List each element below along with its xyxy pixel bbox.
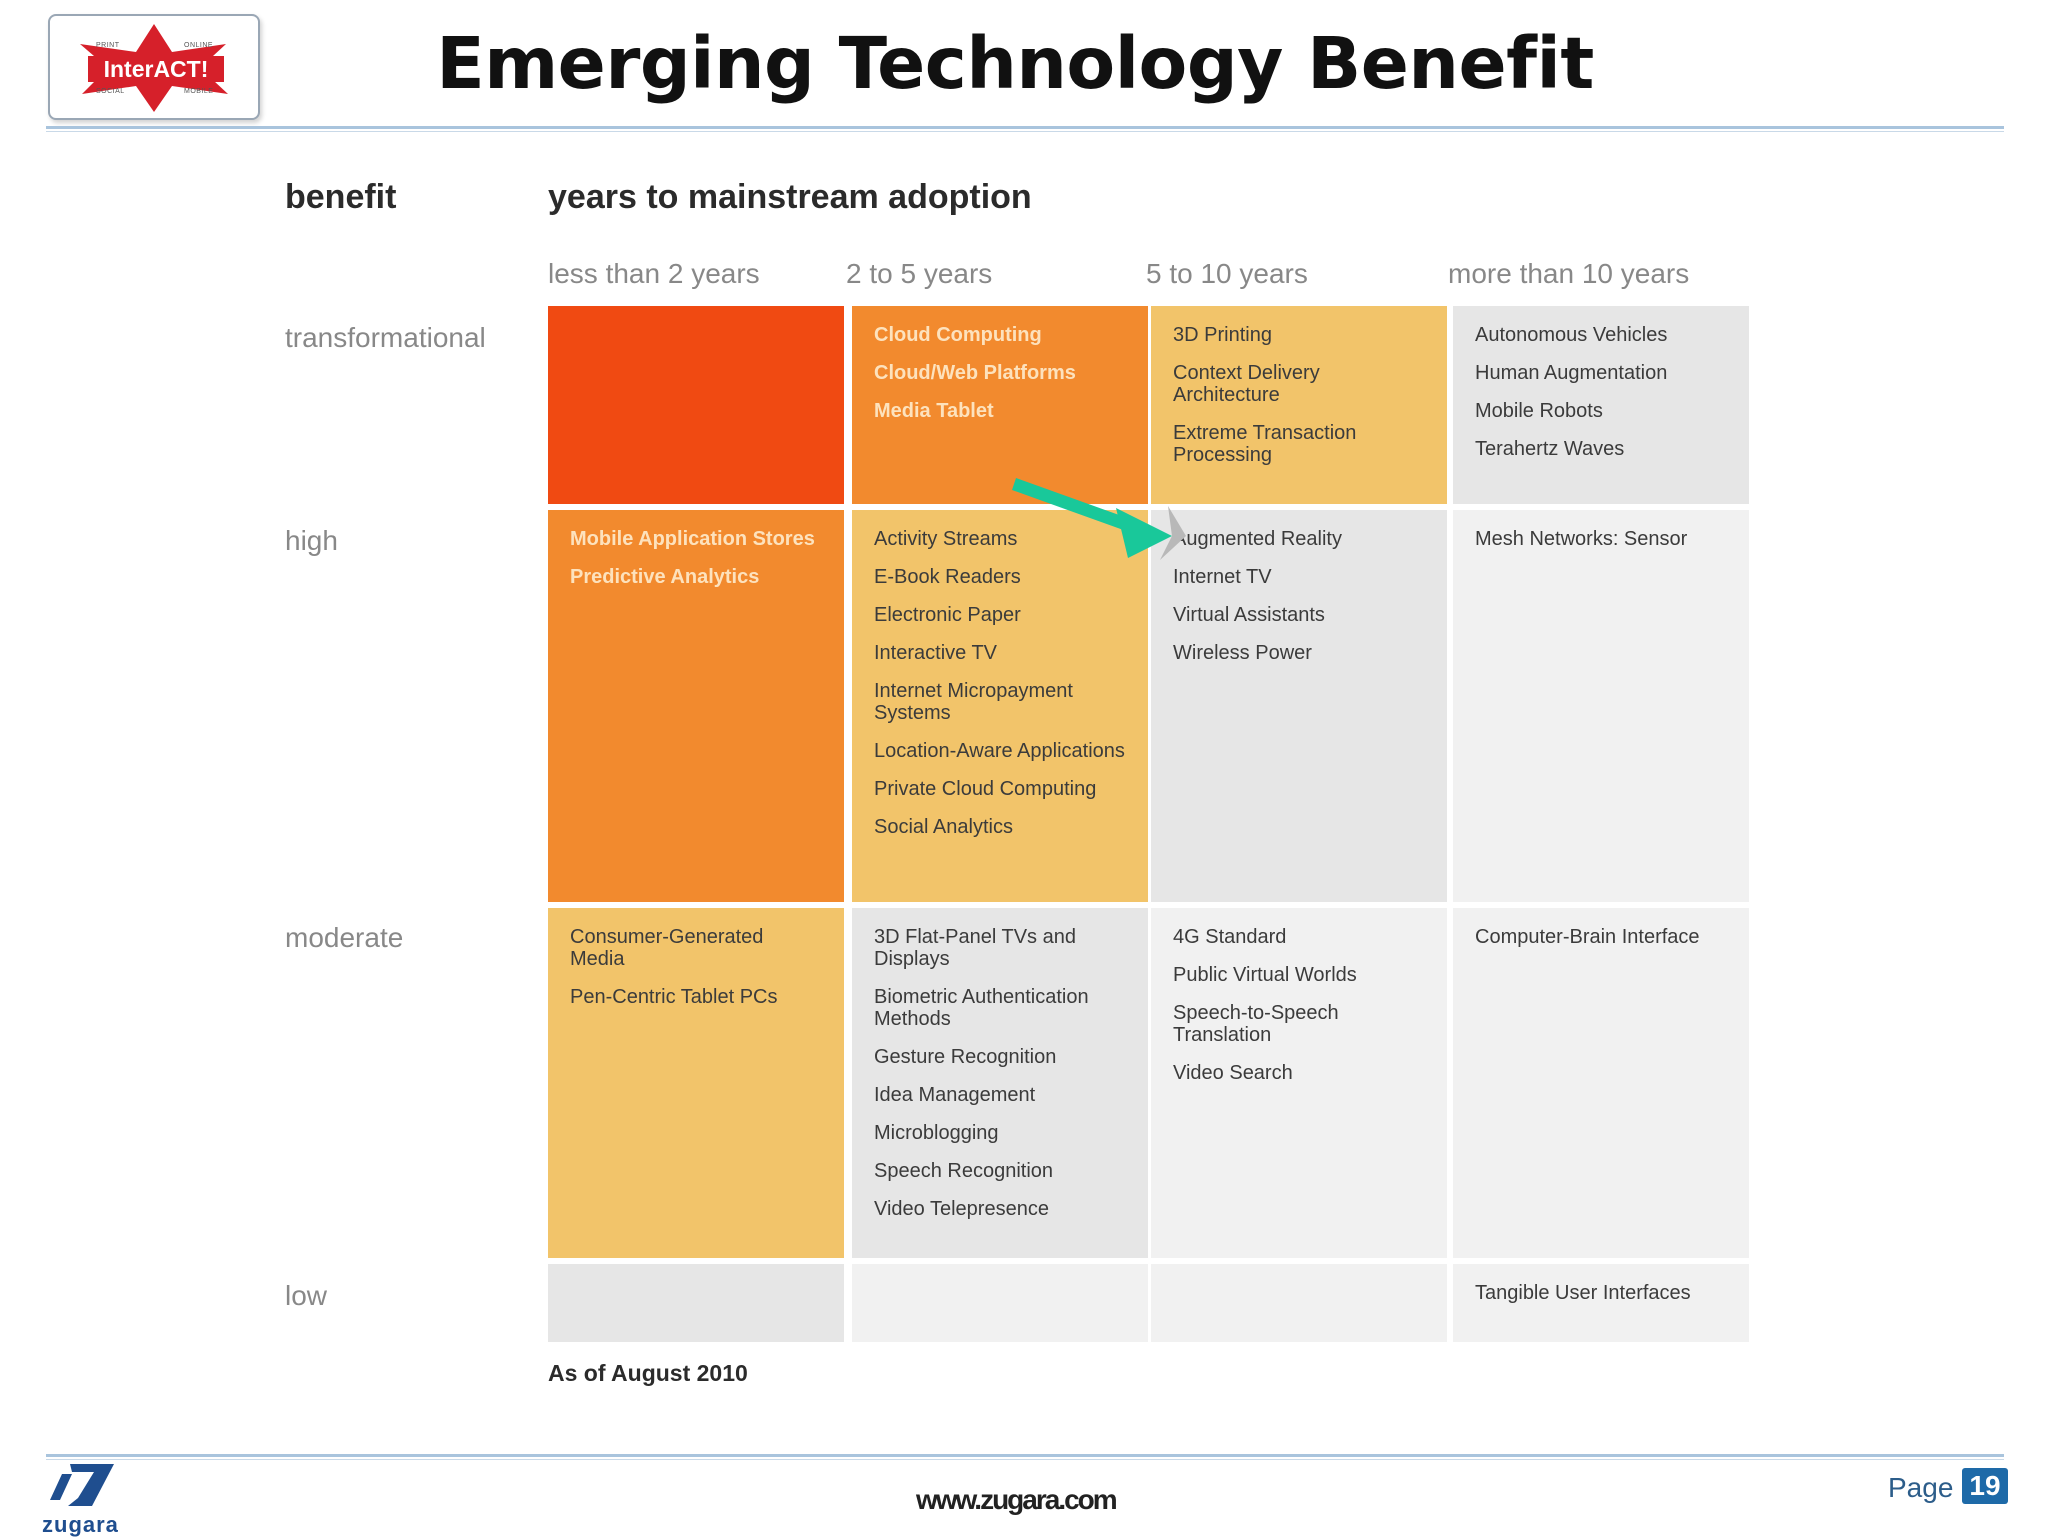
technology-item: Interactive TV [874, 642, 998, 664]
matrix-cell-r2-c1: 3D Flat-Panel TVs and Displays Biometric … [852, 908, 1148, 1258]
benefit-header: benefit [285, 178, 397, 216]
technology-item: Biometric Authentication Methods [874, 986, 1089, 1030]
matrix-cell-r0-c0 [548, 306, 844, 504]
technology-item: Speech Recognition [874, 1160, 1054, 1182]
technology-item: Consumer-Generated Media [570, 926, 764, 970]
technology-item: Augmented Reality [1173, 528, 1342, 550]
technology-item: Electronic Paper [874, 604, 1021, 626]
matrix-cell-r0-c3: Autonomous Vehicles Human Augmentation Mob… [1453, 306, 1749, 504]
technology-item: Terahertz Waves [1475, 438, 1625, 460]
technology-item: Predictive Analytics [570, 566, 760, 588]
column-header-lt2: less than 2 years [548, 258, 760, 289]
matrix-cell-r0-c2: 3D Printing Context Delivery Architecture… [1151, 306, 1447, 504]
technology-item: Pen-Centric Tablet PCs [570, 986, 778, 1008]
matrix-cell-r2-c0: Consumer-Generated Media Pen-Centric Tabl… [548, 908, 844, 1258]
technology-item: Human Augmentation [1475, 362, 1668, 384]
footer-url[interactable]: www.zugara.com [916, 1484, 1118, 1515]
zugara-logo-icon [50, 1464, 114, 1506]
technology-item: E-Book Readers [874, 566, 1021, 588]
technology-item: Extreme Transaction Processing [1173, 422, 1357, 466]
technology-item: Cloud/Web Platforms [874, 362, 1076, 384]
matrix-cell-r3-c1 [852, 1264, 1148, 1342]
as-of-note: As of August 2010 [548, 1360, 748, 1386]
matrix-cell-r3-c2 [1151, 1264, 1447, 1342]
matrix-cell-r3-c0 [548, 1264, 844, 1342]
row-header-transformational: transformational [285, 322, 486, 353]
matrix-cell-r0-c1: Cloud Computing Cloud/Web Platforms Media … [852, 306, 1148, 504]
technology-item: Location-Aware Applications [874, 740, 1125, 762]
matrix-cell-r2-c2: 4G Standard Public Virtual Worlds Speech-t… [1151, 908, 1447, 1258]
technology-item: Public Virtual Worlds [1173, 964, 1357, 986]
technology-item: Private Cloud Computing [874, 778, 1097, 800]
logo-corner-tl: PRINT [96, 42, 120, 49]
years-header: years to mainstream adoption [548, 178, 1032, 216]
technology-item: Mobile Robots [1475, 400, 1603, 422]
footer-divider-thin [46, 1459, 2004, 1460]
page-number: 19 [1962, 1468, 2008, 1504]
header-divider-thin [46, 131, 2004, 132]
matrix-cell-r1-c1: Activity Streams E-Book Readers Electronic… [852, 510, 1148, 902]
footer-divider [46, 1454, 2004, 1457]
technology-item: Social Analytics [874, 816, 1013, 838]
logo-corner-bl: SOCIAL [96, 88, 125, 95]
logo-corner-br: MOBILE [184, 88, 214, 95]
technology-item: 4G Standard [1173, 926, 1287, 948]
technology-item: Mobile Application Stores [570, 528, 815, 550]
technology-item: Cloud Computing [874, 324, 1042, 346]
technology-item: Autonomous Vehicles [1475, 324, 1668, 346]
logo-corner-tr: ONLINE [184, 42, 214, 49]
technology-item: Microblogging [874, 1122, 999, 1144]
row-header-moderate: moderate [285, 922, 404, 953]
technology-item: Computer-Brain Interface [1475, 926, 1700, 948]
column-header-5to10: 5 to 10 years [1146, 258, 1308, 289]
technology-item: Video Telepresence [874, 1198, 1049, 1220]
row-header-high: high [285, 525, 338, 556]
technology-item: Video Search [1173, 1062, 1293, 1084]
page-label: Page [1888, 1472, 1954, 1503]
column-header-2to5: 2 to 5 years [846, 258, 993, 289]
technology-item: 3D Printing [1173, 324, 1272, 346]
technology-item: Tangible User Interfaces [1475, 1282, 1691, 1304]
technology-item: Wireless Power [1173, 642, 1312, 664]
logo-text: InterACT! [88, 56, 224, 82]
matrix-cell-r1-c0: Mobile Application Stores Predictive Anal… [548, 510, 844, 902]
zugara-brand: zugara [42, 1512, 119, 1537]
header-divider [46, 126, 2004, 129]
technology-item: Idea Management [874, 1084, 1036, 1106]
technology-item: Context Delivery Architecture [1173, 362, 1320, 406]
interact-logo: PRINT ONLINE InterACT! SOCIAL MOBILE [48, 14, 260, 120]
column-header-gt10: more than 10 years [1448, 258, 1690, 289]
technology-item: 3D Flat-Panel TVs and Displays [874, 926, 1076, 970]
technology-item: Speech-to-Speech Translation [1173, 1002, 1339, 1046]
matrix-cell-r1-c2: Augmented Reality Internet TV Virtual Assi… [1151, 510, 1447, 902]
technology-item: Gesture Recognition [874, 1046, 1057, 1068]
technology-item: Virtual Assistants [1173, 604, 1325, 626]
technology-item: Media Tablet [874, 400, 994, 422]
row-header-low: low [285, 1280, 328, 1311]
technology-item: Internet Micropayment Systems [874, 680, 1073, 724]
technology-item: Internet TV [1173, 566, 1272, 588]
technology-item: Mesh Networks: Sensor [1475, 528, 1688, 550]
page-title: Emerging Technology Benefit [436, 22, 1594, 105]
technology-item: Activity Streams [874, 528, 1018, 550]
matrix-cell-r2-c3: Computer-Brain Interface [1453, 908, 1749, 1258]
matrix-cell-r3-c3: Tangible User Interfaces [1453, 1264, 1749, 1342]
matrix-cell-r1-c3: Mesh Networks: Sensor [1453, 510, 1749, 902]
